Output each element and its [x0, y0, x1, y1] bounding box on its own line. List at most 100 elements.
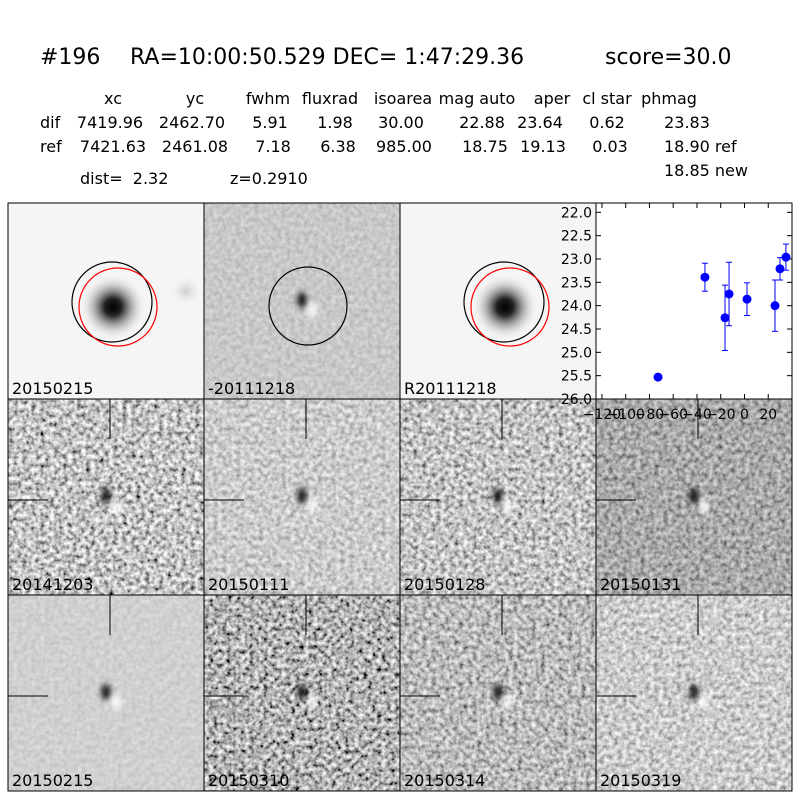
panel-label: 20150310: [208, 771, 289, 790]
table-cell: 6.38: [320, 137, 356, 156]
point-group: [700, 262, 710, 292]
column-header: fwhm: [246, 89, 290, 108]
data-point: [720, 313, 730, 323]
column-header: phmag: [641, 89, 697, 108]
y-tick-label: 22.0: [561, 205, 592, 221]
dipole-light: [307, 694, 317, 710]
table-cell: 18.90 ref: [664, 137, 737, 156]
point-group: [742, 282, 752, 316]
panel-label: 20150128: [404, 575, 485, 594]
table-cell: 19.13: [520, 137, 566, 156]
y-tick-label: 25.0: [561, 345, 592, 361]
panel-label: 20150314: [404, 771, 485, 790]
data-point: [724, 289, 734, 299]
panel-label: 20150215: [12, 771, 93, 790]
x-tick-label: 0: [740, 407, 749, 423]
phmag-new: 18.85 new: [664, 161, 748, 180]
image-panel: [400, 399, 596, 595]
data-point: [653, 372, 663, 382]
y-tick-label: 23.5: [561, 275, 592, 291]
dipole-light: [111, 694, 121, 710]
x-tick-label: −120: [583, 407, 621, 423]
point-group: [781, 243, 791, 271]
dipole-dark: [493, 488, 503, 504]
dipole-dark: [689, 488, 699, 504]
row-label: ref: [40, 137, 62, 156]
dipole-light: [503, 498, 513, 514]
panel-label: R20111218: [404, 379, 497, 398]
y-tick-label: 23.0: [561, 252, 592, 268]
table-cell: 7419.96: [77, 113, 143, 132]
dist: dist= 2.32: [80, 169, 168, 188]
data-point: [742, 294, 752, 304]
image-panel: [204, 595, 400, 791]
table-cell: 30.00: [378, 113, 424, 132]
x-tick-label: −80: [635, 407, 665, 423]
table-cell: 1.98: [317, 113, 353, 132]
column-header: xc: [104, 89, 122, 108]
column-header: cl star: [582, 89, 632, 108]
data-point: [770, 301, 780, 311]
image-panel: [204, 399, 400, 595]
image-panel: [596, 595, 792, 791]
galaxy: [471, 273, 539, 341]
dipole-dark: [101, 488, 111, 504]
dipole-light: [503, 694, 513, 710]
table-cell: 23.83: [664, 113, 710, 132]
y-tick-label: 26.0: [561, 392, 592, 408]
x-tick-label: −40: [682, 407, 712, 423]
title-coords: RA=10:00:50.529 DEC= 1:47:29.36: [130, 45, 524, 70]
dipole-dark: [101, 684, 111, 700]
column-header: isoarea: [374, 89, 432, 108]
image-panel: [400, 203, 596, 399]
image-panel: [596, 399, 792, 595]
dipole-dark: [297, 488, 307, 504]
column-header: mag auto: [439, 89, 516, 108]
dipole-dark: [297, 292, 307, 308]
x-tick-label: 20: [759, 407, 777, 423]
aperture-ref: [470, 267, 550, 347]
table-cell: 2461.08: [162, 137, 228, 156]
table-cell: 0.62: [589, 113, 625, 132]
image-panel: [8, 595, 204, 791]
panel-label: -20111218: [208, 379, 295, 398]
panel-label: 20150215: [12, 379, 93, 398]
table-cell: 5.91: [252, 113, 288, 132]
table-cell: 7.18: [255, 137, 291, 156]
panel-label: 20150131: [600, 575, 681, 594]
panel-label: 20150319: [600, 771, 681, 790]
column-header: fluxrad: [302, 89, 358, 108]
table-cell: 18.75: [462, 137, 508, 156]
dipole-light: [699, 498, 709, 514]
table-cell: 985.00: [376, 137, 432, 156]
table-cell: 23.64: [517, 113, 563, 132]
table-cell: 7421.63: [80, 137, 146, 156]
table-cell: 22.88: [459, 113, 505, 132]
point-group: [720, 284, 730, 351]
dipole-dark: [297, 684, 307, 700]
row-label: dif: [40, 113, 61, 132]
galaxy: [79, 273, 147, 341]
plot-frame: [595, 202, 793, 400]
y-tick-label: 24.5: [561, 322, 592, 338]
neighbor: [170, 275, 202, 307]
image-panel: [204, 203, 400, 399]
title-id: #196: [40, 45, 100, 70]
image-panel: [8, 399, 204, 595]
point-group: [724, 261, 734, 327]
dipole-light: [307, 498, 317, 514]
plot-bg: [596, 203, 792, 399]
x-tick-label: −60: [658, 407, 688, 423]
image-panel: [400, 595, 596, 791]
x-tick-label: −100: [606, 407, 644, 423]
aperture: [268, 266, 348, 346]
point-group: [653, 372, 663, 382]
panel-frame: [595, 594, 793, 792]
panel-label: 20150111: [208, 575, 289, 594]
image-panel: [8, 203, 204, 399]
dipole-dark: [493, 684, 503, 700]
data-point: [775, 264, 785, 274]
title-score: score=30.0: [605, 45, 732, 70]
